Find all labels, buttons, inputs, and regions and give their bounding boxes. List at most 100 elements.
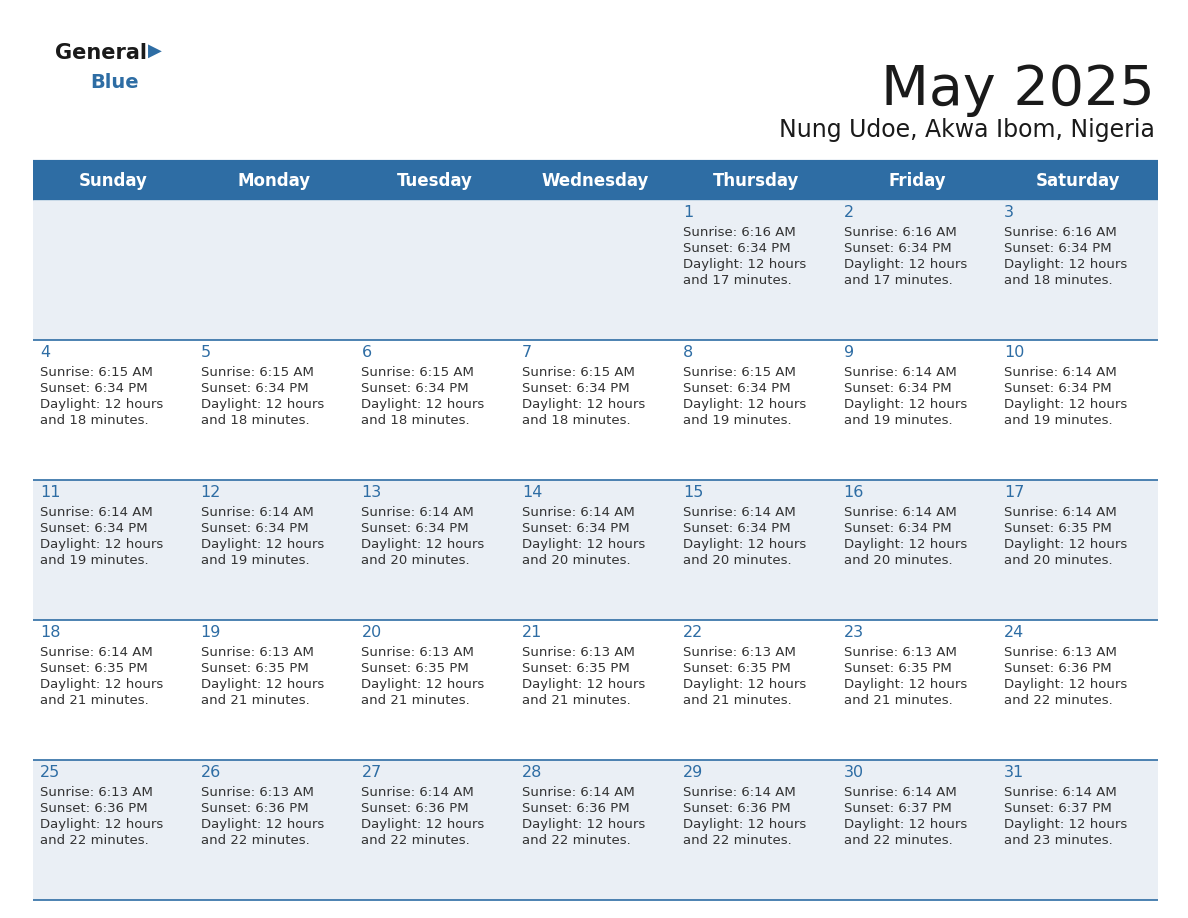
Text: Daylight: 12 hours: Daylight: 12 hours — [843, 258, 967, 271]
Bar — [354, 480, 516, 620]
Bar — [516, 162, 676, 200]
Bar — [676, 480, 836, 620]
Bar — [997, 340, 1158, 480]
Text: Sunset: 6:35 PM: Sunset: 6:35 PM — [843, 662, 952, 675]
Bar — [194, 200, 354, 340]
Text: Wednesday: Wednesday — [542, 172, 649, 190]
Text: Sunset: 6:35 PM: Sunset: 6:35 PM — [201, 662, 309, 675]
Text: Sunrise: 6:14 AM: Sunrise: 6:14 AM — [361, 506, 474, 519]
Text: Daylight: 12 hours: Daylight: 12 hours — [40, 818, 163, 831]
Text: 1: 1 — [683, 205, 693, 220]
Text: Sunset: 6:34 PM: Sunset: 6:34 PM — [683, 522, 790, 535]
Bar — [194, 620, 354, 760]
Text: 4: 4 — [40, 345, 50, 360]
Bar — [997, 480, 1158, 620]
Text: Daylight: 12 hours: Daylight: 12 hours — [1004, 538, 1127, 551]
Text: Daylight: 12 hours: Daylight: 12 hours — [523, 398, 645, 411]
Text: Daylight: 12 hours: Daylight: 12 hours — [40, 678, 163, 691]
Text: Sunset: 6:34 PM: Sunset: 6:34 PM — [523, 522, 630, 535]
Bar — [836, 162, 997, 200]
Text: Sunrise: 6:14 AM: Sunrise: 6:14 AM — [683, 786, 796, 799]
Bar — [194, 760, 354, 900]
Text: Sunset: 6:34 PM: Sunset: 6:34 PM — [843, 242, 952, 255]
Text: Daylight: 12 hours: Daylight: 12 hours — [201, 398, 324, 411]
Bar — [997, 200, 1158, 340]
Bar — [354, 200, 516, 340]
Bar — [836, 200, 997, 340]
Text: Sunrise: 6:14 AM: Sunrise: 6:14 AM — [683, 506, 796, 519]
Bar — [997, 162, 1158, 200]
Text: and 18 minutes.: and 18 minutes. — [361, 414, 470, 427]
Text: Sunrise: 6:15 AM: Sunrise: 6:15 AM — [201, 366, 314, 379]
Bar — [516, 620, 676, 760]
Text: and 18 minutes.: and 18 minutes. — [1004, 274, 1113, 287]
Bar — [997, 620, 1158, 760]
Text: Sunrise: 6:15 AM: Sunrise: 6:15 AM — [361, 366, 474, 379]
Text: and 20 minutes.: and 20 minutes. — [523, 554, 631, 567]
Text: and 22 minutes.: and 22 minutes. — [1004, 694, 1113, 707]
Text: Daylight: 12 hours: Daylight: 12 hours — [683, 678, 807, 691]
Text: Saturday: Saturday — [1036, 172, 1120, 190]
Bar — [33, 162, 194, 200]
Bar — [676, 200, 836, 340]
Text: 16: 16 — [843, 485, 864, 500]
Text: 9: 9 — [843, 345, 854, 360]
Text: and 22 minutes.: and 22 minutes. — [361, 834, 470, 847]
Bar — [997, 760, 1158, 900]
Text: 15: 15 — [683, 485, 703, 500]
Text: Sunrise: 6:14 AM: Sunrise: 6:14 AM — [843, 506, 956, 519]
Text: Daylight: 12 hours: Daylight: 12 hours — [523, 678, 645, 691]
Bar — [836, 480, 997, 620]
Bar — [33, 200, 194, 340]
Text: Sunrise: 6:14 AM: Sunrise: 6:14 AM — [1004, 506, 1117, 519]
Text: Sunset: 6:34 PM: Sunset: 6:34 PM — [201, 382, 309, 395]
Text: Sunrise: 6:14 AM: Sunrise: 6:14 AM — [843, 366, 956, 379]
Text: Sunset: 6:37 PM: Sunset: 6:37 PM — [843, 802, 952, 815]
Text: Sunrise: 6:14 AM: Sunrise: 6:14 AM — [843, 786, 956, 799]
Text: and 22 minutes.: and 22 minutes. — [523, 834, 631, 847]
Bar — [194, 162, 354, 200]
Text: Sunrise: 6:16 AM: Sunrise: 6:16 AM — [843, 226, 956, 239]
Text: May 2025: May 2025 — [881, 63, 1155, 117]
Bar — [676, 162, 836, 200]
Text: Sunrise: 6:13 AM: Sunrise: 6:13 AM — [201, 646, 314, 659]
Text: Daylight: 12 hours: Daylight: 12 hours — [40, 398, 163, 411]
Text: Sunset: 6:34 PM: Sunset: 6:34 PM — [40, 522, 147, 535]
Text: Sunset: 6:34 PM: Sunset: 6:34 PM — [683, 382, 790, 395]
Text: Daylight: 12 hours: Daylight: 12 hours — [843, 398, 967, 411]
Text: and 21 minutes.: and 21 minutes. — [40, 694, 148, 707]
Text: Sunset: 6:34 PM: Sunset: 6:34 PM — [683, 242, 790, 255]
Text: Sunset: 6:34 PM: Sunset: 6:34 PM — [201, 522, 309, 535]
Text: 19: 19 — [201, 625, 221, 640]
Text: 12: 12 — [201, 485, 221, 500]
Text: Daylight: 12 hours: Daylight: 12 hours — [201, 678, 324, 691]
Text: and 21 minutes.: and 21 minutes. — [201, 694, 309, 707]
Text: Daylight: 12 hours: Daylight: 12 hours — [1004, 398, 1127, 411]
Text: and 21 minutes.: and 21 minutes. — [523, 694, 631, 707]
Text: 29: 29 — [683, 765, 703, 780]
Text: Sunset: 6:36 PM: Sunset: 6:36 PM — [201, 802, 309, 815]
Bar — [33, 480, 194, 620]
Text: and 21 minutes.: and 21 minutes. — [361, 694, 470, 707]
Text: and 22 minutes.: and 22 minutes. — [40, 834, 148, 847]
Text: 17: 17 — [1004, 485, 1025, 500]
Text: Sunrise: 6:15 AM: Sunrise: 6:15 AM — [40, 366, 153, 379]
Text: Thursday: Thursday — [713, 172, 800, 190]
Text: Sunrise: 6:14 AM: Sunrise: 6:14 AM — [1004, 786, 1117, 799]
Text: Daylight: 12 hours: Daylight: 12 hours — [843, 818, 967, 831]
Bar — [354, 340, 516, 480]
Text: Daylight: 12 hours: Daylight: 12 hours — [361, 818, 485, 831]
Text: Sunset: 6:36 PM: Sunset: 6:36 PM — [361, 802, 469, 815]
Bar — [836, 620, 997, 760]
Text: Sunrise: 6:13 AM: Sunrise: 6:13 AM — [683, 646, 796, 659]
Text: and 23 minutes.: and 23 minutes. — [1004, 834, 1113, 847]
Text: 27: 27 — [361, 765, 381, 780]
Bar — [354, 620, 516, 760]
Text: Nung Udoe, Akwa Ibom, Nigeria: Nung Udoe, Akwa Ibom, Nigeria — [779, 118, 1155, 142]
Text: Daylight: 12 hours: Daylight: 12 hours — [843, 678, 967, 691]
Text: Daylight: 12 hours: Daylight: 12 hours — [201, 818, 324, 831]
Text: and 21 minutes.: and 21 minutes. — [683, 694, 791, 707]
Bar — [836, 760, 997, 900]
Text: Sunrise: 6:16 AM: Sunrise: 6:16 AM — [1004, 226, 1117, 239]
Text: and 19 minutes.: and 19 minutes. — [843, 414, 953, 427]
